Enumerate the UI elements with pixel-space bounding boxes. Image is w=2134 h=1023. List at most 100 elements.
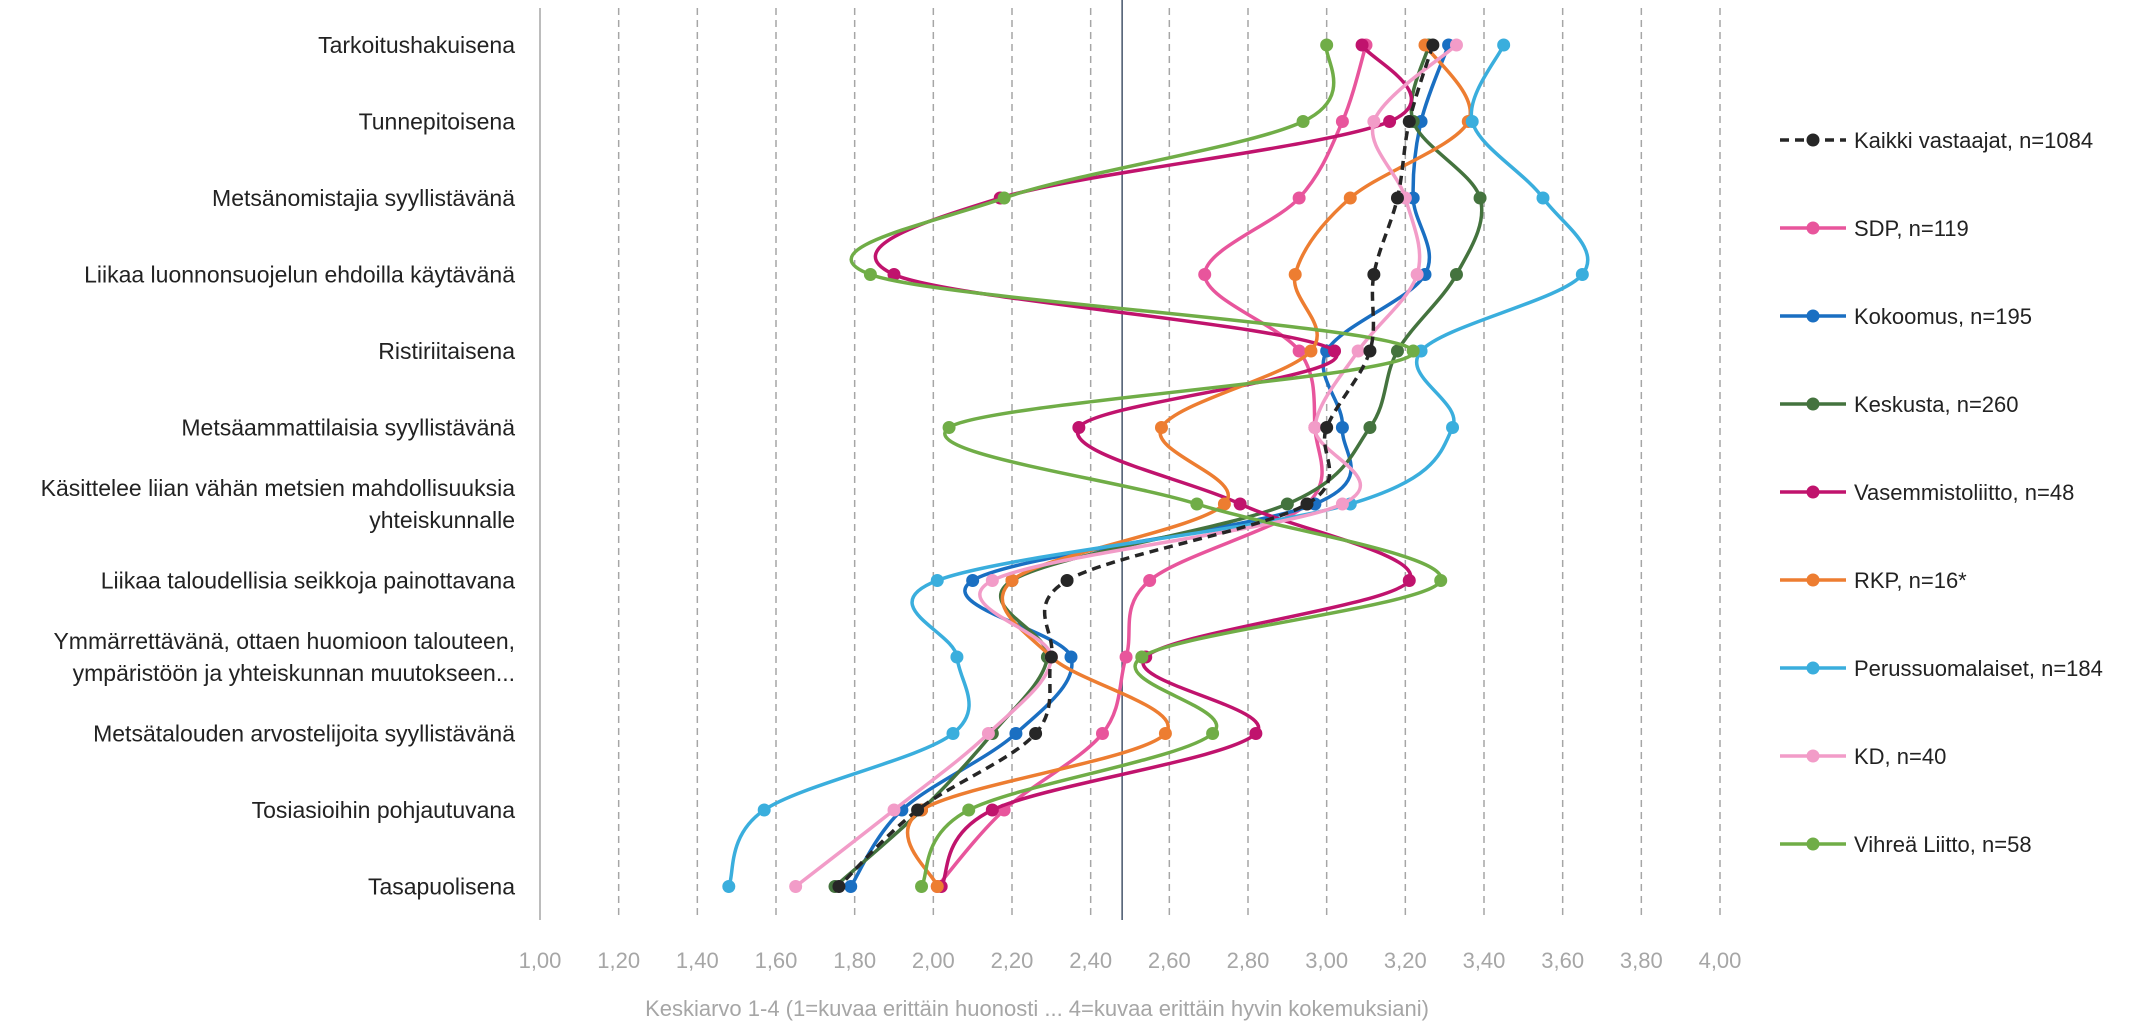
x-tick-label: 2,40 (1069, 948, 1112, 973)
legend-label: RKP, n=16* (1854, 568, 1967, 593)
x-tick-label: 3,00 (1305, 948, 1348, 973)
series-line (849, 44, 1451, 888)
data-point (1009, 727, 1023, 740)
x-tick-label: 1,40 (676, 948, 719, 973)
gridlines (539, 0, 1721, 920)
data-point (1296, 115, 1310, 128)
data-point (1351, 344, 1365, 358)
data-point (757, 803, 771, 817)
data-point (1135, 650, 1149, 664)
x-axis-ticks: 1,00 1,20 1,40 1,60 1,80 2,00 2,20 2,40 2,60 2,80… (519, 948, 1742, 973)
data-point (1288, 268, 1302, 281)
data-point (1575, 268, 1589, 281)
legend-item: Kokoomus, n=195 (1780, 304, 2032, 329)
category-label: Ymmärrettävänä, ottaen huomioon taloutee… (53, 628, 515, 654)
data-point (1292, 344, 1306, 358)
data-point (863, 268, 877, 281)
data-point (1158, 727, 1172, 740)
data-point (1190, 497, 1204, 511)
x-axis-title: Keskiarvo 1-4 (1=kuvaa erittäin huonosti… (645, 996, 1429, 1021)
data-point (1072, 421, 1086, 434)
legend-swatch-marker (1806, 573, 1820, 587)
legend-item: KD, n=40 (1780, 744, 1946, 769)
data-point (887, 268, 901, 281)
x-tick-label: 2,20 (991, 948, 1034, 973)
data-point (1154, 421, 1168, 434)
data-point (1233, 497, 1247, 511)
data-point (1320, 38, 1334, 52)
series-4 (873, 38, 1416, 893)
data-point (1465, 115, 1479, 128)
data-point (1095, 727, 1109, 740)
series-line (849, 44, 1443, 888)
category-label: Liikaa luonnonsuojelun ehdoilla käytävän… (84, 262, 515, 288)
data-point (1449, 268, 1463, 281)
data-point (1335, 115, 1349, 128)
legend-swatch-marker (1806, 133, 1820, 147)
data-point (1402, 574, 1416, 587)
data-point (946, 727, 960, 740)
data-point (1363, 344, 1377, 358)
data-point (1402, 115, 1416, 128)
x-tick-label: 1,00 (519, 948, 562, 973)
legend-swatch-marker (1806, 837, 1820, 851)
x-tick-label: 2,80 (1227, 948, 1270, 973)
series-5 (905, 38, 1475, 893)
data-point (981, 727, 995, 740)
series-lines (722, 38, 1590, 893)
x-tick-label: 2,00 (912, 948, 955, 973)
series-line (837, 44, 1435, 888)
legend-label: Kokoomus, n=195 (1854, 304, 2032, 329)
x-tick-label: 3,20 (1384, 948, 1427, 973)
data-point (1449, 38, 1463, 52)
data-point (1355, 38, 1369, 52)
data-point (1335, 497, 1349, 511)
category-label: Ristiriitaisena (378, 338, 515, 364)
x-tick-label: 3,80 (1620, 948, 1663, 973)
x-tick-label: 4,00 (1699, 948, 1742, 973)
data-point (887, 803, 901, 817)
data-point (1143, 574, 1157, 587)
legend-swatch-marker (1806, 397, 1820, 411)
category-label: Liikaa taloudellisia seikkoja painottava… (101, 568, 515, 594)
series-0 (832, 38, 1440, 893)
category-label: Metsätalouden arvostelijoita syyllistävä… (93, 721, 515, 747)
data-point (985, 803, 999, 817)
data-point (1198, 268, 1212, 281)
legend-item: Vihreä Liitto, n=58 (1780, 832, 2032, 857)
data-point (1206, 727, 1220, 740)
data-point (1044, 650, 1058, 664)
legend-label: SDP, n=119 (1854, 216, 1969, 241)
x-tick-label: 3,40 (1463, 948, 1506, 973)
data-point (1308, 421, 1322, 434)
x-tick-label: 1,20 (597, 948, 640, 973)
x-tick-label: 1,80 (833, 948, 876, 973)
data-point (789, 880, 803, 893)
data-point (915, 880, 929, 893)
data-point (1410, 268, 1424, 281)
data-point (1363, 421, 1377, 434)
category-label: Tarkoitushakuisena (318, 32, 515, 58)
data-point (1029, 727, 1043, 740)
data-point (1249, 727, 1263, 740)
data-point (1446, 421, 1460, 434)
legend: Kaikki vastaajat, n=1084 SDP, n=119 Kokoom… (1780, 128, 2103, 857)
data-point (1328, 344, 1342, 358)
legend-swatch-marker (1806, 749, 1820, 763)
data-point (832, 880, 846, 893)
category-label: Tasapuolisena (368, 874, 515, 900)
data-point (1473, 191, 1487, 205)
data-point (985, 574, 999, 587)
category-labels: Tarkoitushakuisena Tunnepitoisena Metsänom… (41, 32, 516, 900)
legend-swatch-marker (1806, 309, 1820, 323)
data-point (1434, 574, 1448, 587)
x-tick-label: 2,60 (1148, 948, 1191, 973)
legend-label: Kaikki vastaajat, n=1084 (1854, 128, 2093, 153)
legend-label: Vihreä Liitto, n=58 (1854, 832, 2032, 857)
data-point (1536, 191, 1550, 205)
data-point (966, 574, 980, 587)
data-point (844, 880, 858, 893)
data-point (1406, 344, 1420, 358)
category-label: ympäristöön ja yhteiskunnan muutokseen..… (73, 660, 515, 686)
